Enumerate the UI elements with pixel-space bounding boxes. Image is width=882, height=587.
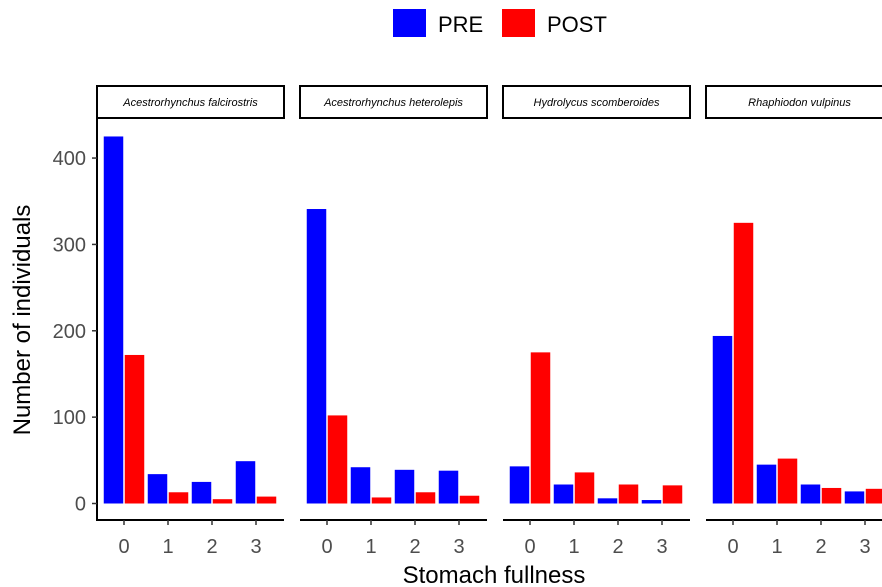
legend-label-pre: PRE — [438, 12, 483, 37]
x-tick-label: 0 — [727, 536, 738, 558]
y-tick-label: 300 — [53, 234, 86, 256]
facet-strip — [705, 85, 882, 119]
x-tick-label: 2 — [206, 536, 217, 558]
y-axis-title: Number of individuals — [9, 205, 36, 436]
panel-acestrorhynchus-falcirostris: Acestrorhynchus falcirostris 0 1 2 3 — [96, 85, 285, 558]
bar-pre-2 — [597, 498, 618, 504]
y-tick-label: 400 — [53, 148, 86, 170]
bar-post-1 — [371, 497, 392, 504]
bar-post-3 — [662, 485, 683, 504]
facet-strip-label: Acestrorhynchus heterolepis — [323, 97, 463, 109]
legend-swatch-pre — [393, 9, 426, 37]
bar-pre-1 — [756, 464, 777, 504]
bar-post-1 — [574, 472, 595, 504]
x-axis-title: Stomach fullness — [403, 562, 586, 587]
x-tick-label: 1 — [162, 536, 173, 558]
bar-pre-3 — [844, 491, 865, 504]
bar-post-0 — [327, 415, 348, 504]
x-tick-label: 3 — [859, 536, 870, 558]
x-tick-label: 0 — [118, 536, 129, 558]
panel-acestrorhynchus-heterolepis: Acestrorhynchus heterolepis 0 1 2 3 — [299, 85, 488, 558]
bar-post-2 — [415, 492, 436, 504]
bar-post-0 — [733, 222, 754, 504]
bar-post-2 — [618, 484, 639, 504]
facet-strip — [96, 85, 285, 119]
x-tick-label: 3 — [656, 536, 667, 558]
facet-strip-label: Acestrorhynchus falcirostris — [122, 97, 258, 109]
bar-post-0 — [124, 354, 145, 504]
bar-pre-3 — [641, 500, 662, 504]
bar-post-3 — [865, 488, 882, 504]
y-axis: 0 100 200 300 400 — [53, 118, 98, 521]
y-tick-label: 200 — [53, 321, 86, 343]
bar-pre-0 — [103, 136, 124, 504]
x-tick-label: 2 — [612, 536, 623, 558]
y-tick-label: 0 — [75, 494, 86, 516]
bar-post-1 — [168, 492, 189, 504]
bar-pre-1 — [553, 484, 574, 504]
bar-post-1 — [777, 458, 798, 504]
bar-pre-1 — [147, 474, 168, 504]
bar-pre-1 — [350, 467, 371, 504]
facet-strip — [502, 85, 691, 119]
bar-pre-2 — [394, 469, 415, 504]
panel-rhaphiodon-vulpinus: Rhaphiodon vulpinus 0 1 2 3 — [705, 85, 882, 558]
bar-pre-0 — [712, 335, 733, 504]
x-tick-label: 1 — [568, 536, 579, 558]
bar-pre-3 — [235, 461, 256, 504]
facet-strip-label: Hydrolycus scomberoides — [534, 97, 660, 109]
y-tick-label: 100 — [53, 407, 86, 429]
bar-post-0 — [530, 352, 551, 504]
bar-pre-3 — [438, 470, 459, 504]
x-tick-label: 2 — [409, 536, 420, 558]
x-tick-label: 2 — [815, 536, 826, 558]
bar-pre-2 — [800, 484, 821, 504]
x-tick-label: 1 — [771, 536, 782, 558]
bar-pre-2 — [191, 481, 212, 504]
facet-strip — [299, 85, 488, 119]
legend-label-post: POST — [547, 12, 607, 37]
x-tick-label: 3 — [453, 536, 464, 558]
bar-post-2 — [821, 487, 842, 504]
bar-pre-0 — [306, 209, 327, 504]
facet-strip-label: Rhaphiodon vulpinus — [748, 97, 851, 109]
bar-post-3 — [256, 496, 277, 504]
x-tick-label: 0 — [321, 536, 332, 558]
panel-hydrolycus-scomberoides: Hydrolycus scomberoides 0 1 2 3 — [502, 85, 691, 558]
legend: PRE POST — [393, 9, 607, 37]
bar-post-2 — [212, 499, 233, 504]
bar-post-3 — [459, 495, 480, 504]
legend-swatch-post — [502, 9, 535, 37]
x-tick-label: 0 — [524, 536, 535, 558]
x-tick-label: 1 — [365, 536, 376, 558]
x-tick-label: 3 — [250, 536, 261, 558]
bar-pre-0 — [509, 466, 530, 504]
